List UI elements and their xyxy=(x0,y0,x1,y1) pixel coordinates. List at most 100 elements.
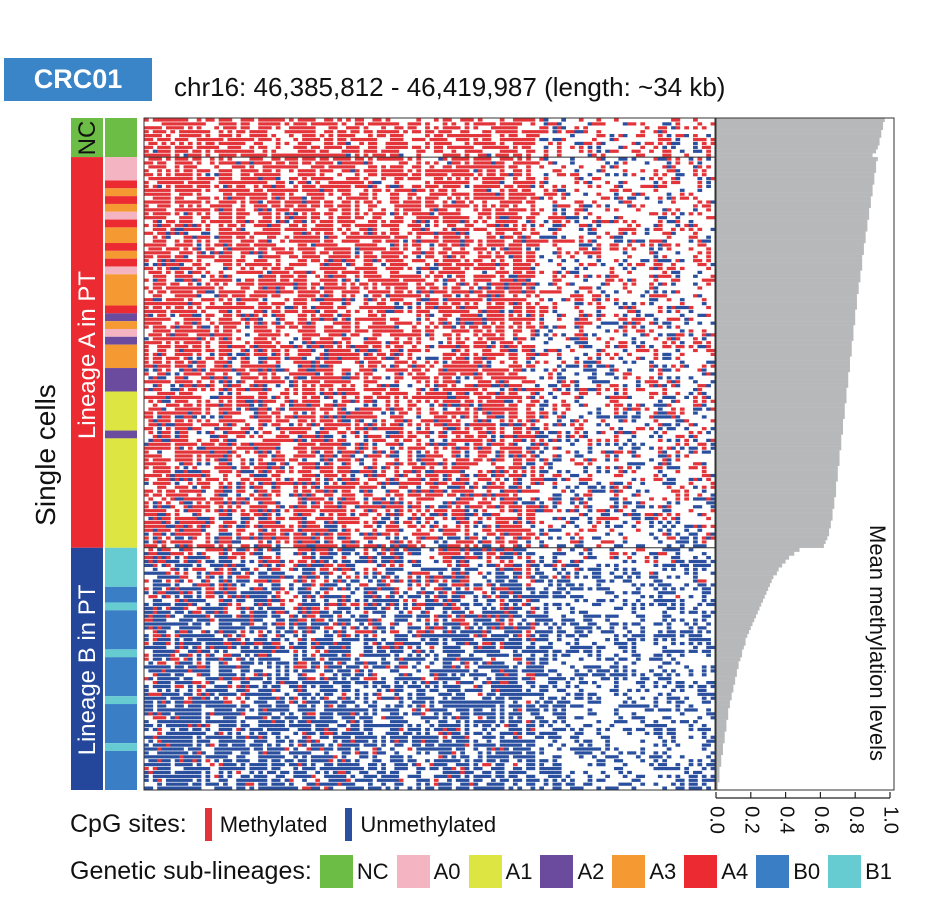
cpg-cell xyxy=(381,262,386,267)
cpg-cell xyxy=(157,149,162,153)
cpg-cell xyxy=(429,286,435,290)
cpg-cell xyxy=(574,364,580,368)
cpg-cell xyxy=(148,161,154,165)
cpg-cell xyxy=(578,313,584,317)
cpg-cell xyxy=(187,290,193,294)
cpg-cell xyxy=(411,165,417,169)
cpg-cell xyxy=(460,137,465,142)
cpg-cell xyxy=(447,364,452,368)
cpg-cell xyxy=(258,145,263,149)
cpg-cell xyxy=(319,188,325,192)
cpg-cell xyxy=(473,313,479,317)
cpg-cell xyxy=(653,274,659,278)
cpg-cell xyxy=(346,200,351,204)
cpg-cell xyxy=(196,243,202,247)
cpg-cell xyxy=(183,376,189,380)
cpg-cell xyxy=(144,251,149,255)
cpg-cell xyxy=(144,173,149,177)
cpg-cell xyxy=(179,360,184,364)
cpg-cell xyxy=(306,173,312,177)
cpg-cell xyxy=(403,286,408,290)
cpg-cell xyxy=(504,298,509,302)
cpg-cell xyxy=(587,153,593,157)
cpg-cell xyxy=(644,126,650,130)
cpg-cell xyxy=(526,235,531,239)
cpg-cell xyxy=(376,134,382,138)
cpg-cell xyxy=(324,145,329,149)
cpg-cell xyxy=(570,145,575,149)
cpg-cell xyxy=(354,266,360,271)
cpg-cell xyxy=(376,317,382,321)
cpg-cell xyxy=(596,286,602,290)
cpg-cell xyxy=(420,188,426,192)
cpg-cell xyxy=(205,348,211,353)
cpg-cell xyxy=(539,223,545,228)
cpg-cell xyxy=(631,173,637,177)
cpg-cell xyxy=(223,290,228,294)
cpg-cell xyxy=(411,177,417,181)
cpg-cell xyxy=(372,137,378,142)
cpg-cell xyxy=(490,341,496,345)
cpg-cell xyxy=(359,345,364,349)
cpg-cell xyxy=(354,243,360,247)
cpg-cell xyxy=(512,134,518,138)
cpg-cell xyxy=(275,305,281,310)
cpg-cell xyxy=(359,266,364,271)
cpg-cell xyxy=(148,270,154,274)
cpg-cell xyxy=(574,325,580,329)
cpg-cell xyxy=(174,341,180,345)
cpg-cell xyxy=(662,130,668,134)
cpg-cell xyxy=(416,153,422,157)
cpg-cell xyxy=(240,380,246,384)
cpg-cell xyxy=(389,130,395,134)
cpg-cell xyxy=(231,223,237,228)
cpg-cell xyxy=(201,309,206,314)
cpg-cell xyxy=(218,239,224,243)
cpg-cell xyxy=(420,298,426,302)
cpg-cell xyxy=(284,266,290,271)
cpg-cell xyxy=(179,270,184,274)
cpg-cell xyxy=(346,247,351,251)
cpg-cell xyxy=(376,325,382,329)
cpg-cell xyxy=(530,219,536,224)
cpg-cell xyxy=(148,153,154,157)
cpg-cell xyxy=(526,145,531,149)
cpg-cell xyxy=(662,153,668,157)
cpg-cell xyxy=(284,333,290,337)
cpg-cell xyxy=(425,239,430,243)
cpg-cell xyxy=(495,130,501,134)
cpg-cell xyxy=(196,173,202,177)
cpg-cell xyxy=(179,313,184,317)
cpg-cell xyxy=(596,223,602,228)
cpg-cell xyxy=(385,356,391,360)
cpg-cell xyxy=(486,223,492,228)
cpg-cell xyxy=(394,290,400,294)
cpg-cell xyxy=(297,243,303,247)
cpg-cell xyxy=(157,356,162,360)
cpg-cell xyxy=(622,122,628,126)
cpg-cell xyxy=(196,266,202,271)
cpg-cell xyxy=(258,368,263,372)
cpg-cell xyxy=(359,368,364,372)
cpg-cell xyxy=(653,227,659,231)
cpg-cell xyxy=(310,251,316,255)
cpg-cell xyxy=(631,192,637,196)
cpg-cell xyxy=(385,157,391,161)
cpg-cell xyxy=(223,266,228,271)
cpg-cell xyxy=(249,239,255,243)
cpg-cell xyxy=(196,208,202,212)
cpg-cell xyxy=(262,243,268,247)
cpg-cell xyxy=(179,380,184,384)
cpg-cell xyxy=(394,266,400,271)
cpg-cell xyxy=(556,364,562,368)
cpg-cell xyxy=(341,255,347,259)
cpg-cell xyxy=(425,317,430,321)
cpg-cell xyxy=(240,200,246,204)
cpg-cell xyxy=(332,145,338,149)
cpg-cell xyxy=(429,329,435,333)
cpg-cell xyxy=(490,333,496,337)
cpg-cell xyxy=(275,356,281,360)
cpg-cell xyxy=(144,317,149,321)
cpg-cell xyxy=(187,325,193,329)
cpg-cell xyxy=(657,126,663,130)
